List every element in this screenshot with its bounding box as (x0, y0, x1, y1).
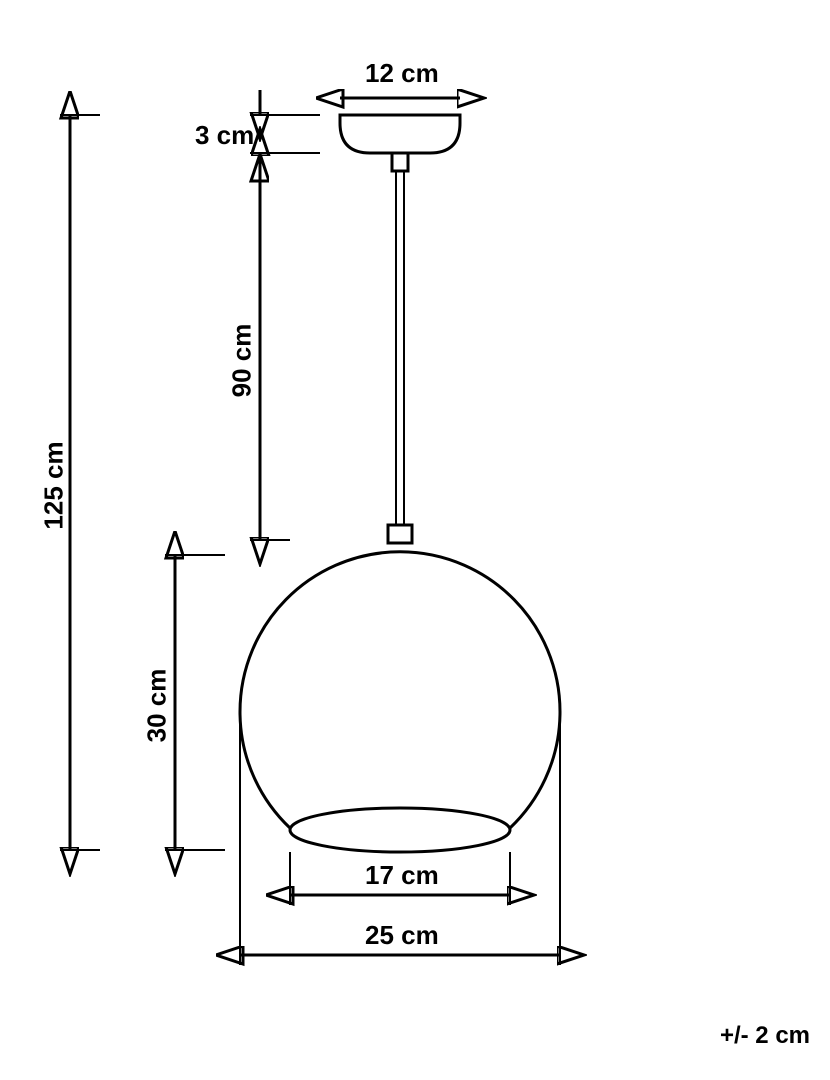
globe-outline (240, 552, 560, 828)
label-opening-width: 17 cm (365, 860, 439, 891)
diagram-svg (0, 0, 830, 1080)
label-cable-length: 90 cm (226, 324, 257, 398)
label-canopy-width: 12 cm (365, 58, 439, 89)
label-tolerance: +/- 2 cm (720, 1022, 810, 1050)
label-globe-width: 25 cm (365, 920, 439, 951)
canopy-outline (340, 115, 460, 153)
rod-top (392, 153, 408, 171)
label-total-height: 125 cm (39, 441, 70, 529)
label-globe-height: 30 cm (141, 669, 172, 743)
socket (388, 525, 412, 543)
label-canopy-height: 3 cm (195, 120, 254, 151)
dimension-diagram: 12 cm 3 cm 90 cm 30 cm 125 cm 17 cm 25 c… (0, 0, 830, 1080)
globe-opening (290, 808, 510, 852)
